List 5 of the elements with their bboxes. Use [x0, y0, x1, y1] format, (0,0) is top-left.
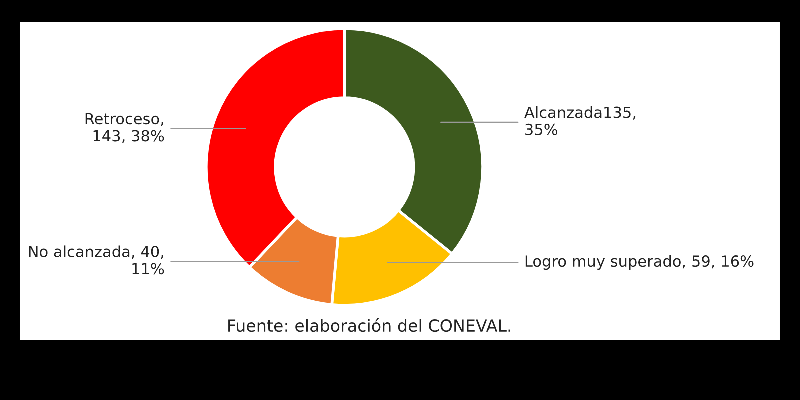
slice-label: No alcanzada, 40, 11% [29, 246, 164, 275]
source-note: Fuente: elaboración del CONEVAL. [228, 318, 510, 332]
slice-label: Retroceso, 143, 38% [86, 113, 164, 144]
slice-label: Logro muy superado, 59, 16% [526, 255, 754, 270]
slice-label: Alcanzada135, 35% [524, 106, 636, 136]
